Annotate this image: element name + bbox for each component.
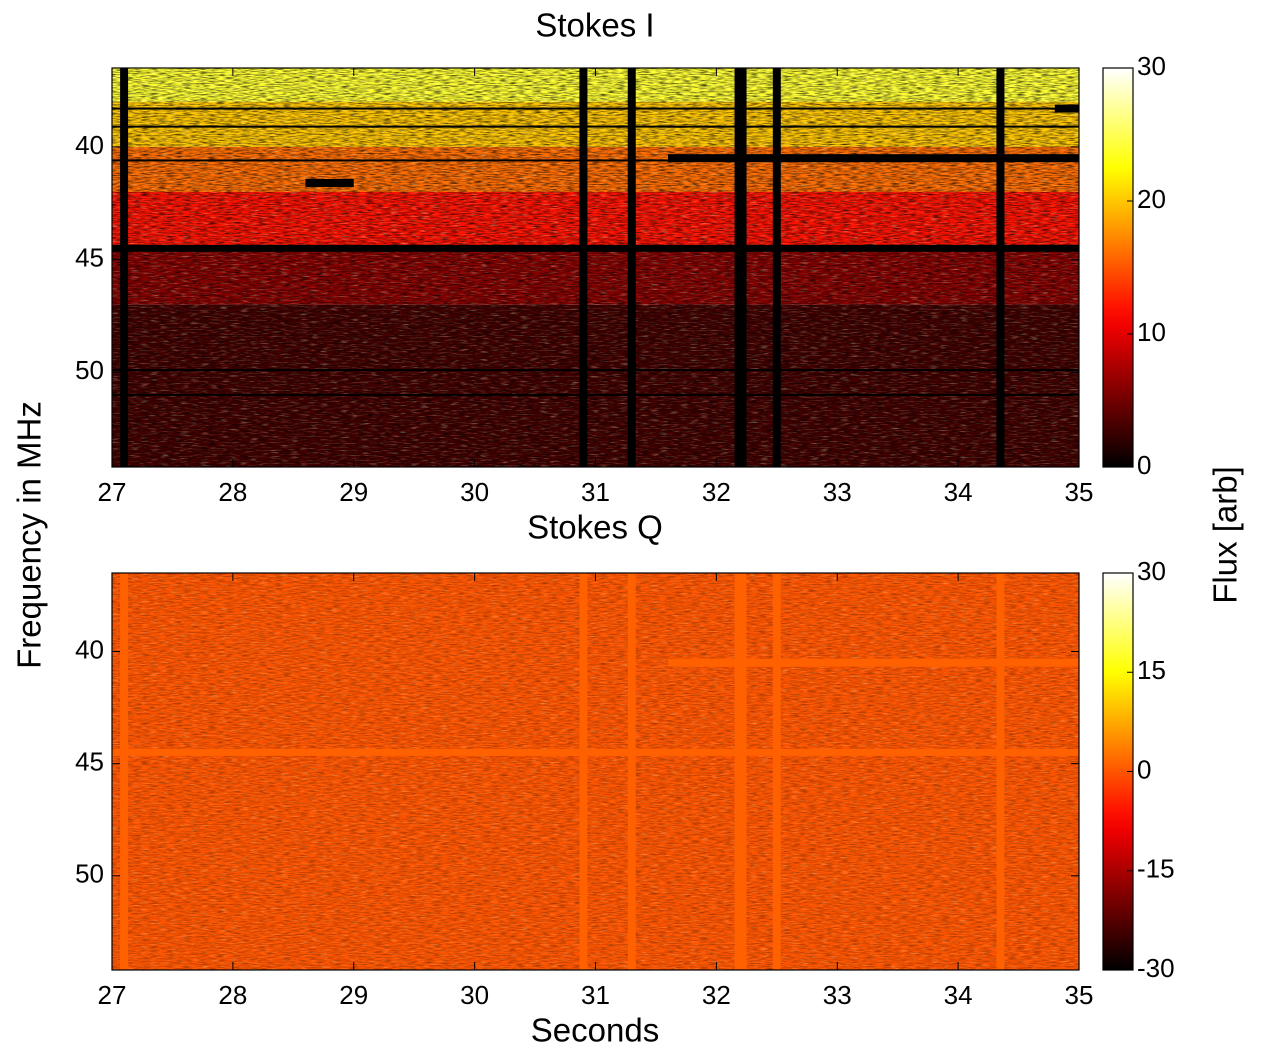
colorbar-tick-label: -30: [1137, 953, 1175, 983]
flagged-frequency: [112, 393, 1079, 396]
flagged-time: [120, 68, 129, 467]
y-tick-label: 45: [75, 242, 104, 272]
x-tick-label: 34: [944, 477, 973, 507]
flagged-time: [772, 68, 781, 467]
flagged-time: [772, 573, 781, 970]
colorbar-tick-label: 20: [1137, 184, 1166, 214]
heatmap: [112, 573, 1079, 970]
flagged-time: [734, 68, 747, 467]
x-tick-label: 33: [823, 980, 852, 1010]
x-tick-label: 27: [98, 980, 127, 1010]
colorbar-tick-label: 15: [1137, 655, 1166, 685]
flagged-block: [1054, 104, 1079, 113]
y-tick-label: 50: [75, 355, 104, 385]
flagged-block: [668, 154, 1079, 163]
flagged-time: [996, 573, 1005, 970]
y-tick-label: 40: [75, 634, 104, 664]
x-tick-label: 30: [460, 477, 489, 507]
flagged-time: [120, 573, 129, 970]
flagged-time: [734, 573, 747, 970]
x-tick-label: 33: [823, 477, 852, 507]
y-tick-label: 50: [75, 859, 104, 889]
x-tick-label: 31: [581, 980, 610, 1010]
flagged-frequency: [112, 748, 1079, 756]
x-tick-label: 35: [1065, 477, 1094, 507]
flagged-time: [627, 573, 636, 970]
flagged-frequency: [112, 125, 1079, 128]
noise-texture: [112, 573, 1079, 970]
x-tick-label: 28: [218, 477, 247, 507]
flagged-time: [579, 573, 588, 970]
x-tick-label: 32: [702, 980, 731, 1010]
x-tick-label: 28: [218, 980, 247, 1010]
panel-title: Stokes Q: [527, 509, 663, 546]
x-axis-label: Seconds: [531, 1012, 659, 1049]
y-tick-label: 45: [75, 747, 104, 777]
panel-title: Stokes I: [535, 7, 654, 44]
x-tick-label: 31: [581, 477, 610, 507]
flagged-block: [668, 658, 1079, 667]
y-axis-label: Frequency in MHz: [11, 401, 48, 669]
flagged-frequency: [112, 107, 1079, 110]
flagged-time: [579, 68, 588, 467]
x-tick-label: 29: [339, 980, 368, 1010]
colorbar-tick-label: 30: [1137, 51, 1166, 81]
x-tick-label: 27: [98, 477, 127, 507]
colorbar-tick-label: 30: [1137, 556, 1166, 586]
y-tick-label: 40: [75, 130, 104, 160]
flagged-frequency: [112, 244, 1079, 252]
noise-texture: [112, 68, 1079, 467]
flagged-time: [627, 68, 636, 467]
x-tick-label: 29: [339, 477, 368, 507]
flagged-time: [996, 68, 1005, 467]
colorbar: [1102, 67, 1134, 468]
colorbar-tick-label: 10: [1137, 317, 1166, 347]
x-tick-label: 34: [944, 980, 973, 1010]
flagged-block: [305, 178, 354, 187]
x-tick-label: 30: [460, 980, 489, 1010]
flagged-frequency: [112, 159, 1079, 162]
flagged-frequency: [112, 369, 1079, 372]
heatmap: [112, 68, 1079, 467]
colorbar-tick-label: 0: [1137, 450, 1151, 480]
x-tick-label: 35: [1065, 980, 1094, 1010]
colorbar-label: Flux [arb]: [1207, 466, 1244, 604]
colorbar-tick-label: -15: [1137, 854, 1175, 884]
colorbar-tick-label: 0: [1137, 754, 1151, 784]
x-tick-label: 32: [702, 477, 731, 507]
